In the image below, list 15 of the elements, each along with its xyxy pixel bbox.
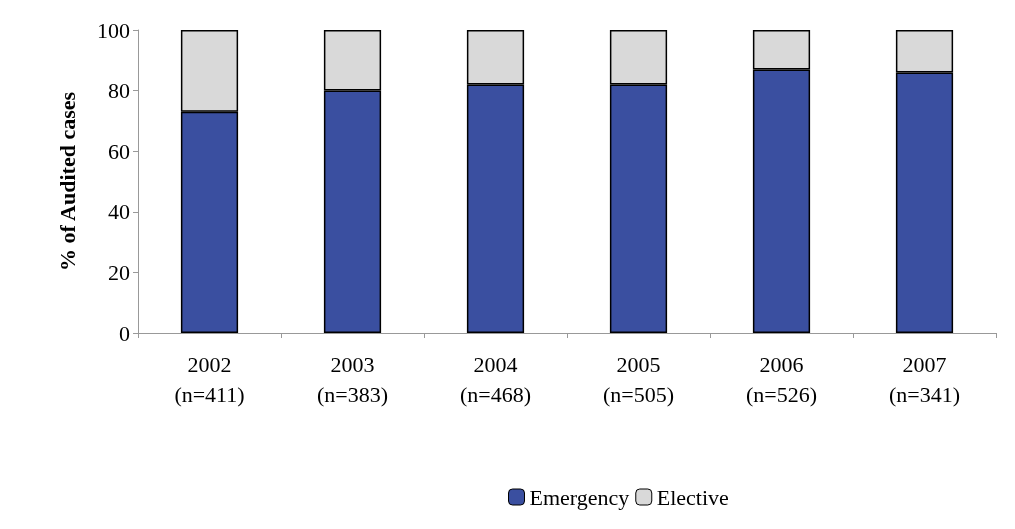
- y-tick-label: 20: [108, 259, 130, 285]
- y-tick-label: 80: [108, 78, 130, 104]
- x-tick-label: 2005 (n=505): [602, 351, 675, 407]
- x-tick-label: 2004 (n=468): [459, 351, 532, 407]
- x-tick-label: 2006 (n=526): [745, 351, 818, 407]
- y-tick-label: 100: [97, 17, 130, 43]
- legend-label: Elective: [656, 484, 729, 510]
- y-tick-label: 60: [108, 138, 130, 164]
- y-tick-label: 40: [108, 199, 130, 225]
- x-tick-label: 2003 (n=383): [316, 351, 389, 407]
- x-tick-label: 2007 (n=341): [888, 351, 961, 407]
- y-tick-label: 0: [119, 320, 130, 346]
- y-axis-title: % of Audited cases: [54, 91, 80, 272]
- legend-label: Emergency: [529, 484, 630, 510]
- x-tick-label: 2002 (n=411): [174, 351, 245, 407]
